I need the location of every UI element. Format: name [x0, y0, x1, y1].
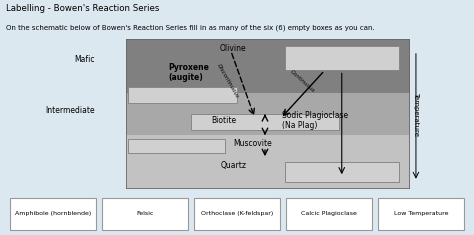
FancyBboxPatch shape [285, 162, 399, 182]
Text: Low Temperature: Low Temperature [394, 211, 448, 216]
Bar [126, 93, 410, 135]
FancyBboxPatch shape [191, 114, 339, 130]
FancyBboxPatch shape [102, 199, 188, 230]
Text: Orthoclase (K-feldspar): Orthoclase (K-feldspar) [201, 211, 273, 216]
FancyBboxPatch shape [10, 199, 96, 230]
Text: Continuous: Continuous [289, 69, 315, 93]
Text: Mafic: Mafic [74, 55, 95, 64]
FancyBboxPatch shape [378, 199, 464, 230]
Text: Quartz: Quartz [221, 161, 246, 170]
Bar [126, 135, 410, 189]
Text: On the schematic below of Bowen's Reaction Series fill in as many of the six (6): On the schematic below of Bowen's Reacti… [6, 25, 374, 31]
Text: Amphibole (hornblende): Amphibole (hornblende) [15, 211, 91, 216]
Text: Felsic: Felsic [137, 211, 154, 216]
Text: Temperature: Temperature [413, 92, 419, 136]
Bar [126, 39, 410, 93]
Text: Intermediate: Intermediate [45, 106, 95, 115]
Text: Calcic Plagioclase: Calcic Plagioclase [301, 211, 357, 216]
Text: Muscovite: Muscovite [234, 139, 273, 148]
Text: Discontinuous: Discontinuous [216, 63, 240, 99]
Text: Olivine: Olivine [219, 44, 246, 53]
FancyBboxPatch shape [128, 87, 237, 103]
Text: Biotite: Biotite [211, 116, 236, 125]
Text: Pyroxene
(augite): Pyroxene (augite) [168, 63, 209, 82]
FancyBboxPatch shape [286, 199, 372, 230]
FancyBboxPatch shape [194, 199, 280, 230]
Text: Sodic Plagioclase
(Na Plag): Sodic Plagioclase (Na Plag) [282, 111, 348, 130]
FancyBboxPatch shape [285, 46, 399, 70]
Text: Labelling - Bowen's Reaction Series: Labelling - Bowen's Reaction Series [6, 4, 159, 12]
FancyBboxPatch shape [128, 139, 225, 153]
